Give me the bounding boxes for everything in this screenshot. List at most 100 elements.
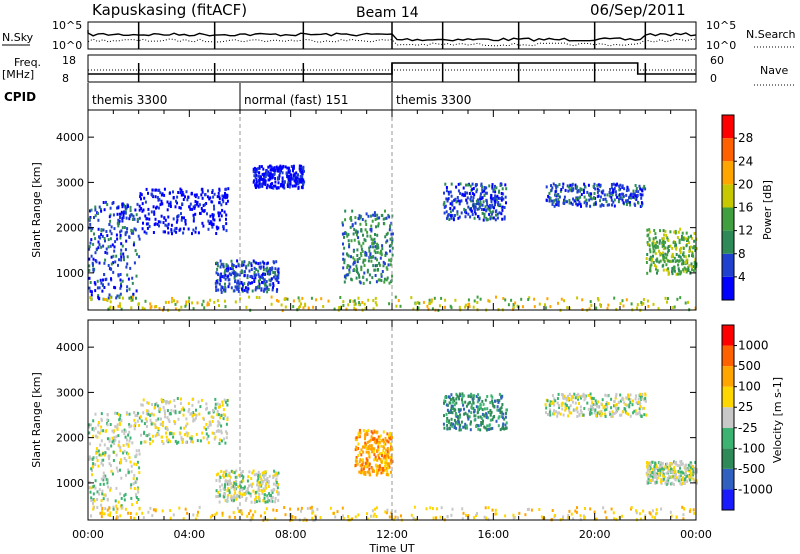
heatmap-cell xyxy=(155,418,158,422)
heatmap-cell xyxy=(467,394,470,398)
heatmap-cell xyxy=(367,214,370,218)
heatmap-cell xyxy=(592,203,595,207)
heatmap-cell xyxy=(350,277,353,281)
heatmap-cell xyxy=(463,412,466,416)
heatmap-cell xyxy=(108,439,111,443)
heatmap-cell xyxy=(266,285,269,289)
heatmap-cell xyxy=(470,411,473,415)
heatmap-cell xyxy=(384,235,387,239)
heatmap-cell xyxy=(634,196,636,200)
heatmap-cell xyxy=(136,419,139,423)
heatmap-cell xyxy=(194,416,197,420)
heatmap-cell xyxy=(575,202,578,206)
heatmap-cell xyxy=(184,219,187,222)
heatmap-cell xyxy=(470,392,473,396)
x-tick-label-6: 00:00 xyxy=(680,528,712,541)
heatmap-cell xyxy=(280,183,283,186)
heatmap-cell xyxy=(562,394,564,398)
heatmap-cell xyxy=(599,303,602,307)
heatmap-cell xyxy=(670,470,673,474)
heatmap-cell xyxy=(96,279,99,283)
heatmap-cell xyxy=(222,225,225,228)
heatmap-cell xyxy=(375,303,378,307)
heatmap-cell xyxy=(501,424,504,428)
heatmap-cell xyxy=(446,403,449,407)
heatmap-cell xyxy=(226,418,229,422)
heatmap-cell xyxy=(385,240,388,244)
heatmap-cell xyxy=(263,474,266,478)
heatmap-cell xyxy=(453,418,456,422)
heatmap-cell xyxy=(103,273,106,276)
heatmap-cell xyxy=(103,453,106,457)
heatmap-cell xyxy=(571,395,574,399)
heatmap-cell xyxy=(105,200,107,204)
heatmap-cell xyxy=(261,172,264,176)
heatmap-cell xyxy=(383,468,386,472)
heatmap-cell xyxy=(277,499,280,502)
heatmap-cell xyxy=(274,180,277,184)
colorbar-tick-label-4: -25 xyxy=(738,421,758,435)
heatmap-cell xyxy=(462,394,465,398)
heatmap-cell xyxy=(221,198,224,202)
heatmap-cell xyxy=(269,267,272,270)
heatmap-cell xyxy=(489,196,492,200)
heatmap-cell xyxy=(501,403,504,406)
heatmap-cell xyxy=(184,195,186,199)
heatmap-cell xyxy=(567,185,570,189)
heatmap-cell xyxy=(239,484,242,488)
heatmap-cell xyxy=(122,252,125,256)
heatmap-cell xyxy=(687,300,689,304)
heatmap-cell xyxy=(275,289,278,293)
heatmap-cell xyxy=(655,508,658,512)
heatmap-cell xyxy=(449,410,452,414)
heatmap-cell xyxy=(477,393,479,397)
heatmap-cell xyxy=(103,286,106,289)
heatmap-cell xyxy=(667,270,670,274)
heatmap-cell xyxy=(589,392,592,396)
heatmap-cell xyxy=(361,218,364,221)
heatmap-cell xyxy=(377,445,380,449)
heatmap-cell xyxy=(257,269,260,273)
heatmap-cell xyxy=(95,247,98,251)
heatmap-cell xyxy=(222,487,225,491)
heatmap-cell xyxy=(599,183,602,187)
heatmap-cell xyxy=(388,281,391,285)
heatmap-cell xyxy=(488,423,491,427)
heatmap-cell xyxy=(98,286,101,290)
heatmap-cell xyxy=(555,203,558,207)
heatmap-cell xyxy=(233,481,236,485)
heatmap-cell xyxy=(374,274,377,277)
heatmap-cell xyxy=(271,174,274,178)
heatmap-cell xyxy=(473,418,476,422)
heatmap-cell xyxy=(680,461,683,465)
heatmap-cell xyxy=(667,259,670,263)
heatmap-cell xyxy=(89,209,91,213)
heatmap-cell xyxy=(462,511,465,515)
heatmap-cell xyxy=(365,447,368,450)
heatmap-cell xyxy=(496,405,499,409)
heatmap-cell xyxy=(379,468,382,471)
heatmap-cell xyxy=(477,202,480,206)
heatmap-cell xyxy=(119,417,121,421)
heatmap-cell xyxy=(676,236,679,239)
heatmap-cell xyxy=(276,169,279,173)
heatmap-cell xyxy=(612,200,615,204)
heatmap-cell xyxy=(186,434,189,438)
heatmap-cell xyxy=(218,493,221,497)
heatmap-cell xyxy=(426,304,429,308)
heatmap-cell xyxy=(225,193,228,197)
heatmap-cell xyxy=(138,255,141,259)
heatmap-cell xyxy=(151,412,153,416)
heatmap-cell xyxy=(105,230,108,233)
heatmap-cell xyxy=(178,410,181,414)
heatmap-cell xyxy=(281,176,284,180)
heatmap-cell xyxy=(243,288,246,292)
heatmap-cell xyxy=(373,453,376,457)
heatmap-cell xyxy=(677,230,680,234)
heatmap-cell xyxy=(176,218,179,222)
heatmap-cell xyxy=(228,491,231,495)
heatmap-cell xyxy=(249,281,252,285)
heatmap-cell xyxy=(413,505,416,509)
heatmap-cell xyxy=(447,192,450,196)
